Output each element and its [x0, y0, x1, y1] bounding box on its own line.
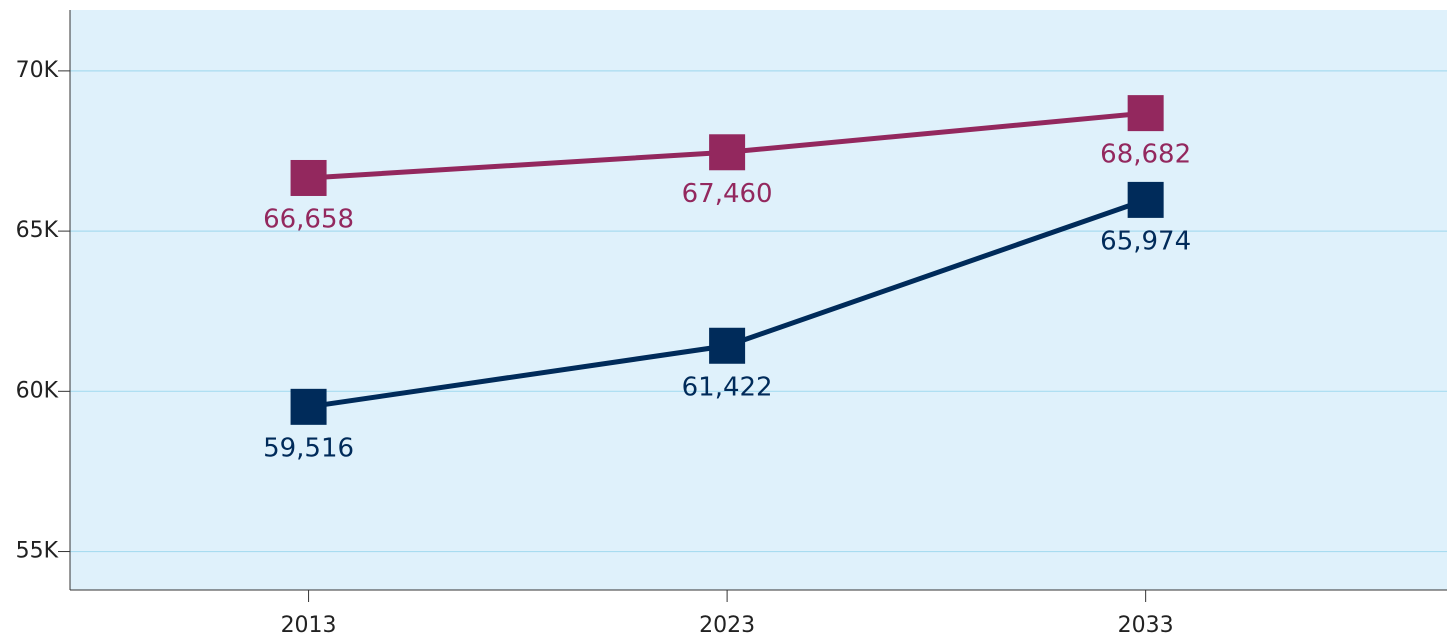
point-marker — [709, 134, 746, 171]
point-marker — [290, 159, 327, 196]
data-label: 61,422 — [682, 372, 773, 402]
y-tick-label: 70K — [16, 58, 59, 83]
point-marker — [709, 327, 746, 364]
x-tick-label: 2033 — [1118, 613, 1174, 638]
plot-area — [70, 10, 1447, 590]
x-tick-label: 2013 — [281, 613, 337, 638]
data-label: 65,974 — [1100, 226, 1191, 256]
y-tick-label: 65K — [16, 218, 59, 243]
data-label: 66,658 — [263, 204, 354, 234]
point-marker — [1127, 95, 1164, 132]
y-tick-label: 60K — [16, 378, 59, 403]
point-marker — [1127, 181, 1164, 218]
data-label: 68,682 — [1100, 140, 1191, 170]
data-label: 59,516 — [263, 433, 354, 463]
y-tick-label: 55K — [16, 539, 59, 564]
data-label: 67,460 — [682, 179, 773, 209]
point-marker — [290, 388, 327, 425]
x-tick-label: 2023 — [699, 613, 755, 638]
